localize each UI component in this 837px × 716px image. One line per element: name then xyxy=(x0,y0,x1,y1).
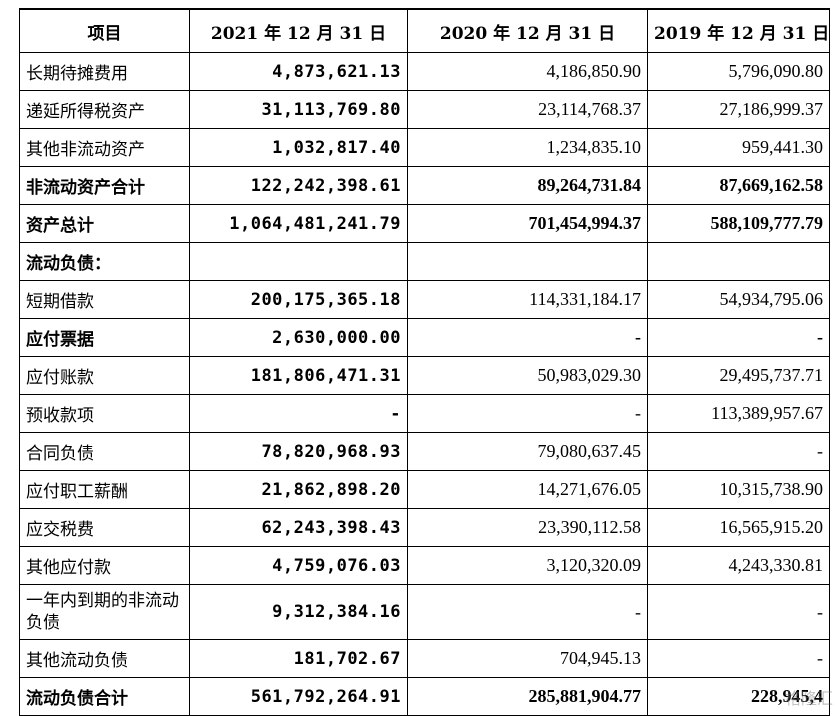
balance-sheet: 项目 2021 年 12 月 31 日 2020 年 12 月 31 日 201… xyxy=(19,8,830,716)
value-2020: 23,114,768.37 xyxy=(407,90,648,129)
row-label: 递延所得税资产 xyxy=(19,90,190,129)
value-2019: 10,315,738.90 xyxy=(647,470,830,509)
value-2021: 1,032,817.40 xyxy=(189,128,408,167)
value-2020: 79,080,637.45 xyxy=(407,432,648,471)
value-2019: - xyxy=(647,584,830,640)
value-2020: 50,983,029.30 xyxy=(407,356,648,395)
table-row: 流动负债： xyxy=(19,242,830,281)
value-2021: 122,242,398.61 xyxy=(189,166,408,205)
value-2021: 78,820,968.93 xyxy=(189,432,408,471)
row-label: 应付职工薪酬 xyxy=(19,470,190,509)
value-2020: 114,331,184.17 xyxy=(407,280,648,319)
value-2019: 27,186,999.37 xyxy=(647,90,830,129)
value-2021: 31,113,769.80 xyxy=(189,90,408,129)
header-2021: 2021 年 12 月 31 日 xyxy=(189,8,408,53)
value-2021: - xyxy=(189,394,408,433)
table-row: 流动负债合计 561,792,264.91 285,881,904.77 228,94… xyxy=(19,677,830,716)
balance-sheet-table: 项目 2021 年 12 月 31 日 2020 年 12 月 31 日 201… xyxy=(19,8,830,716)
value-2021: 4,759,076.03 xyxy=(189,546,408,585)
value-2021: 62,243,398.43 xyxy=(189,508,408,547)
row-label: 其他非流动资产 xyxy=(19,128,190,167)
value-2020: 704,945.13 xyxy=(407,639,648,678)
value-2021: 181,806,471.31 xyxy=(189,356,408,395)
table-row: 非流动资产合计 122,242,398.61 89,264,731.84 87,669… xyxy=(19,166,830,205)
value-2020: 14,271,676.05 xyxy=(407,470,648,509)
value-2019: 4,243,330.81 xyxy=(647,546,830,585)
value-2021: 9,312,384.16 xyxy=(189,584,408,640)
table-row: 预收款项 - -113,389,957.67 xyxy=(19,394,830,433)
row-label: 非流动资产合计 xyxy=(19,166,190,205)
value-2019: 5,796,090.80 xyxy=(647,52,830,91)
row-label: 短期借款 xyxy=(19,280,190,319)
value-2020: - xyxy=(407,394,648,433)
value-2019: - xyxy=(647,318,830,357)
watermark-logo: 格隆汇 xyxy=(784,689,833,708)
table-body: 长期待摊费用 4,873,621.13 4,186,850.90 5,796,090.… xyxy=(19,52,830,716)
row-label: 其他流动负债 xyxy=(19,639,190,678)
value-2020: 285,881,904.77 xyxy=(407,677,648,716)
value-2021: 1,064,481,241.79 xyxy=(189,204,408,243)
value-2019: 228,945,4 xyxy=(647,677,830,716)
value-2019: 29,495,737.71 xyxy=(647,356,830,395)
row-label: 资产总计 xyxy=(19,204,190,243)
value-2020: 89,264,731.84 xyxy=(407,166,648,205)
table-row: 应付票据 2,630,000.00- - xyxy=(19,318,830,357)
header-2019: 2019 年 12 月 31 日 xyxy=(647,8,830,53)
value-2020: - xyxy=(407,318,648,357)
row-label: 流动负债： xyxy=(19,242,190,281)
row-label: 长期待摊费用 xyxy=(19,52,190,91)
row-label: 应交税费 xyxy=(19,508,190,547)
value-2020: 4,186,850.90 xyxy=(407,52,648,91)
table-row: 长期待摊费用 4,873,621.13 4,186,850.90 5,796,090.… xyxy=(19,52,830,91)
table-row: 应交税费 62,243,398.43 23,390,112.58 16,565,915… xyxy=(19,508,830,547)
row-label: 流动负债合计 xyxy=(19,677,190,716)
value-2020: 23,390,112.58 xyxy=(407,508,648,547)
row-label: 应付账款 xyxy=(19,356,190,395)
value-2021 xyxy=(189,242,408,281)
value-2021: 561,792,264.91 xyxy=(189,677,408,716)
value-2021: 181,702.67 xyxy=(189,639,408,678)
header-item: 项目 xyxy=(19,8,190,53)
value-2019: - xyxy=(647,639,830,678)
value-2019: 54,934,795.06 xyxy=(647,280,830,319)
value-2019: 959,441.30 xyxy=(647,128,830,167)
value-2021: 21,862,898.20 xyxy=(189,470,408,509)
row-label: 其他应付款 xyxy=(19,546,190,585)
row-label: 预收款项 xyxy=(19,394,190,433)
row-label: 合同负债 xyxy=(19,432,190,471)
value-2021: 200,175,365.18 xyxy=(189,280,408,319)
table-row: 一年内到期的非流动负债 9,312,384.16- - xyxy=(19,584,830,640)
value-2020: - xyxy=(407,584,648,640)
value-2020 xyxy=(407,242,648,281)
value-2020: 1,234,835.10 xyxy=(407,128,648,167)
row-label: 一年内到期的非流动负债 xyxy=(19,584,190,640)
table-row: 应付职工薪酬 21,862,898.20 14,271,676.05 10,315,7… xyxy=(19,470,830,509)
value-2019: 113,389,957.67 xyxy=(647,394,830,433)
table-row: 其他非流动资产 1,032,817.40 1,234,835.10 959,441.3… xyxy=(19,128,830,167)
value-2019: 87,669,162.58 xyxy=(647,166,830,205)
table-row: 其他流动负债 181,702.67 704,945.13- xyxy=(19,639,830,678)
value-2020: 3,120,320.09 xyxy=(407,546,648,585)
value-2021: 4,873,621.13 xyxy=(189,52,408,91)
table-row: 资产总计 1,064,481,241.79 701,454,994.37 588,10… xyxy=(19,204,830,243)
table-header-row: 项目 2021 年 12 月 31 日 2020 年 12 月 31 日 201… xyxy=(19,8,830,53)
table-row: 合同负债 78,820,968.93 79,080,637.45- xyxy=(19,432,830,471)
row-label: 应付票据 xyxy=(19,318,190,357)
header-2020: 2020 年 12 月 31 日 xyxy=(407,8,648,53)
table-row: 递延所得税资产 31,113,769.80 23,114,768.37 27,186,… xyxy=(19,90,830,129)
value-2019: - xyxy=(647,432,830,471)
value-2019: 16,565,915.20 xyxy=(647,508,830,547)
table-row: 应付账款 181,806,471.31 50,983,029.30 29,495,73… xyxy=(19,356,830,395)
value-2021: 2,630,000.00 xyxy=(189,318,408,357)
table-row: 短期借款 200,175,365.18 114,331,184.17 54,934,7… xyxy=(19,280,830,319)
value-2020: 701,454,994.37 xyxy=(407,204,648,243)
value-2019 xyxy=(647,242,830,281)
value-2019: 588,109,777.79 xyxy=(647,204,830,243)
table-row: 其他应付款 4,759,076.03 3,120,320.09 4,243,330.8… xyxy=(19,546,830,585)
